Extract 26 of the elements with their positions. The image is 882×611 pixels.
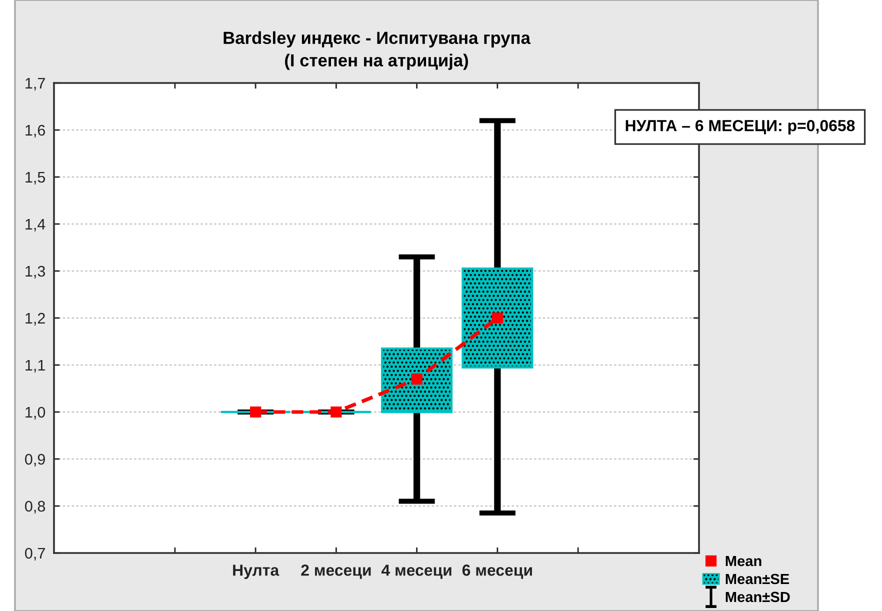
x-tick-label: 4 месеци [381,564,452,579]
x-tick-label: 2 месеци [301,564,371,579]
y-tick-label: 0,9 [25,454,45,466]
point [250,406,262,418]
x-tick-label: 6 месеци [462,564,532,579]
y-tick-label: 1,7 [26,78,45,90]
point [411,374,422,385]
y-tick-label: 0,7 [25,548,45,560]
y-tick-label: 1,3 [26,266,45,278]
chart-title: Bardsley индекс - Испитувана група (I степен на атриција) [224,31,531,70]
legend-label: Mean±SE [726,574,790,584]
point [492,312,503,324]
point [330,406,342,418]
y-tick-label: 1,2 [26,312,45,326]
y-tick-label: 1,6 [26,124,45,138]
y-tick-label: 1,4 [26,219,46,232]
y-tick-label: 0,8 [25,500,46,514]
legend-label: Mean [726,556,762,566]
y-tick-label: 1,0 [26,406,46,420]
bar [462,268,534,368]
annotation: НУЛТА – 6 МЕСЕЦИ: p=0,0658 [626,120,855,134]
y-tick-label: 1,1 [26,360,45,372]
bar [381,347,453,414]
x-tick-label: Нулта [233,564,280,579]
legend-label: Mean±SD [726,592,790,602]
y-tick-label: 1,5 [26,172,46,184]
